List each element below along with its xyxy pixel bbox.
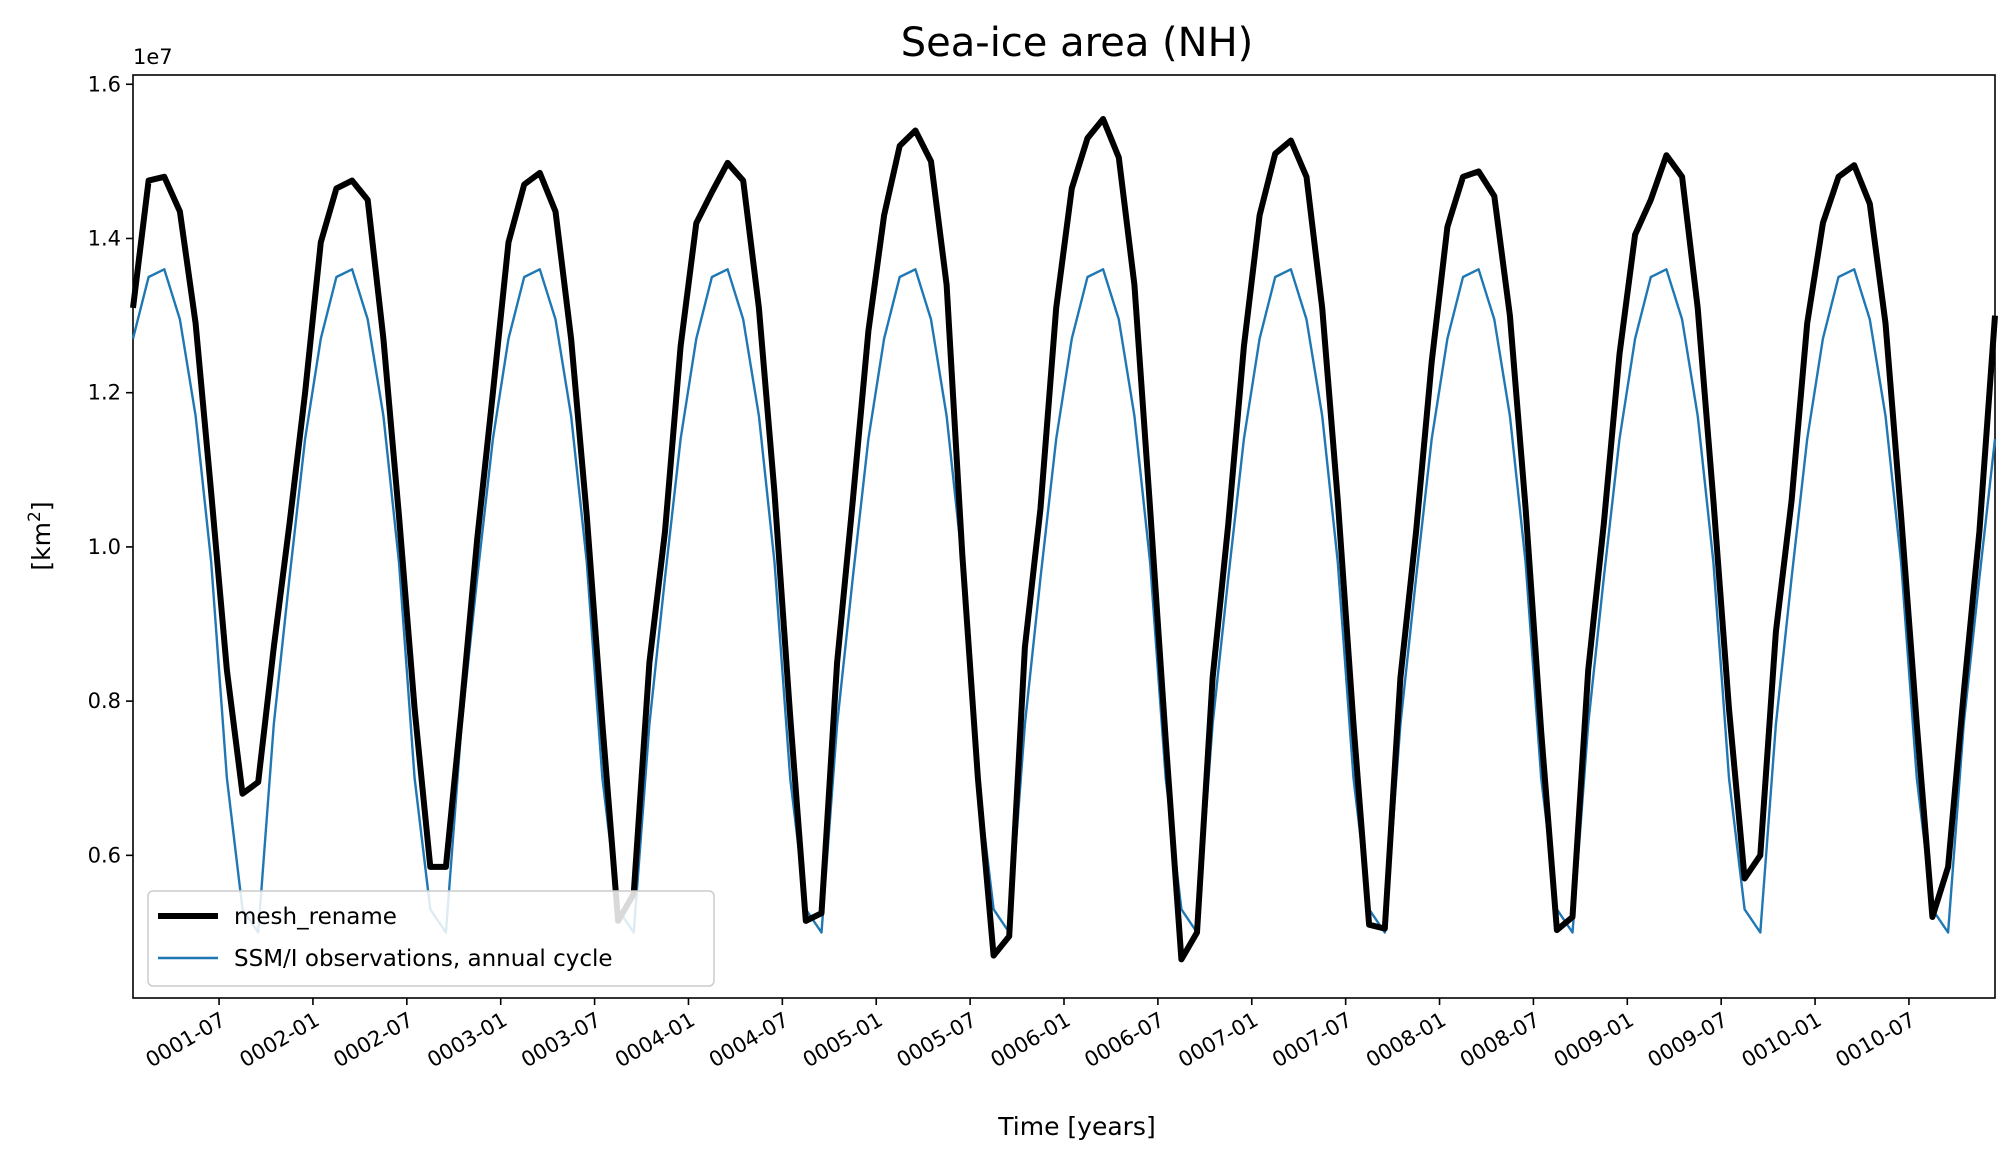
y-axis-label-close: ] (27, 501, 56, 511)
y-tick-label: 1.2 (88, 381, 121, 405)
y-axis-label: [km2] (25, 501, 56, 570)
y-tick-label: 0.8 (88, 689, 121, 713)
legend-label-ssmi: SSM/I observations, annual cycle (234, 946, 613, 972)
series-line-mesh-rename (130, 116, 1998, 963)
y-offset-label: 1e7 (133, 45, 173, 69)
y-axis: 0.6 0.8 1.0 1.2 1.4 1.6 (88, 72, 133, 867)
y-tick-label: 1.6 (88, 72, 121, 96)
y-tick-label: 1.0 (88, 535, 121, 559)
legend-label-mesh-rename: mesh_rename (234, 904, 397, 930)
y-tick-label: 1.4 (88, 226, 121, 250)
y-axis-label-main: [km (27, 522, 56, 571)
legend-frame (147, 890, 715, 987)
y-axis-label-superscript: 2 (25, 511, 45, 522)
x-axis-label: Time [years] (997, 1112, 1155, 1141)
legend: mesh_rename SSM/I observations, annual c… (147, 890, 715, 987)
y-tick-label: 0.6 (88, 843, 121, 867)
chart-title: Sea-ice area (NH) (901, 20, 1254, 66)
